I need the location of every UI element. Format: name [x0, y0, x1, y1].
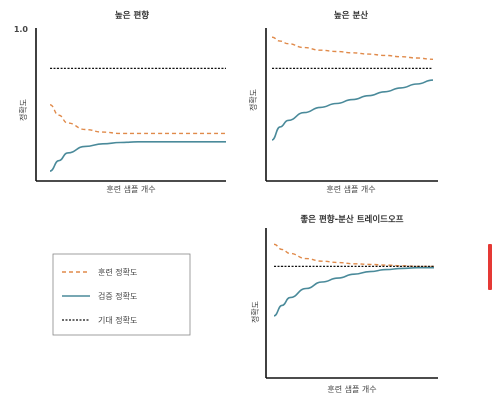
series-group — [273, 243, 434, 317]
series-group — [49, 67, 227, 172]
y-axis-label: 정확도 — [248, 89, 258, 111]
panel-high-bias: 높은 편향 1.0 훈련 샘플 개수 정확도 — [14, 10, 227, 194]
x-axis-label: 훈련 샘플 개수 — [326, 184, 375, 194]
validation-accuracy-line — [49, 141, 226, 172]
red-accent-bar — [488, 244, 492, 290]
legend-label-validation: 검증 정확도 — [98, 291, 137, 301]
panel-title: 높은 분산 — [334, 10, 368, 21]
x-axis-label: 훈련 샘플 개수 — [327, 384, 376, 394]
panel-title: 좋은 편향-분산 트레이드오프 — [300, 214, 403, 225]
validation-accuracy-line — [271, 79, 434, 141]
legend: 훈련 정확도 검증 정확도 기대 정확도 — [52, 253, 191, 336]
panel-good-tradeoff: 좋은 편향-분산 트레이드오프 훈련 샘플 개수 정확도 — [250, 214, 438, 394]
legend-label-desired: 기대 정확도 — [98, 315, 137, 325]
validation-accuracy-line — [273, 266, 434, 317]
y-axis-label: 정확도 — [18, 99, 28, 121]
x-axis-label: 훈련 샘플 개수 — [106, 184, 155, 194]
training-accuracy-line — [49, 104, 226, 135]
panel-title: 높은 편향 — [115, 10, 149, 21]
y-tick-label: 1.0 — [14, 25, 29, 34]
training-accuracy-line — [273, 243, 434, 268]
series-group — [271, 36, 434, 141]
training-accuracy-line — [271, 36, 434, 60]
panel-high-variance: 높은 분산 훈련 샘플 개수 정확도 — [248, 10, 438, 194]
y-axis-label: 정확도 — [250, 301, 260, 323]
legend-label-train: 훈련 정확도 — [98, 267, 137, 277]
legend-box — [52, 253, 191, 336]
